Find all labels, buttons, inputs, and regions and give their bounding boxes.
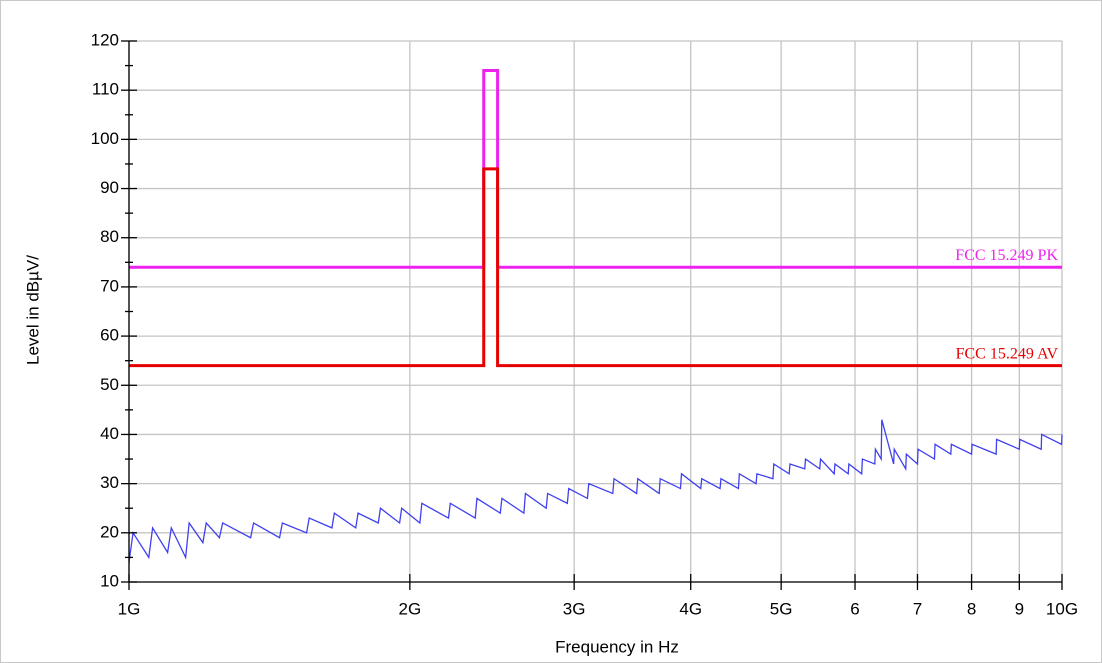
y-tick-label: 10 bbox=[100, 571, 119, 590]
x-tick-label: 5G bbox=[770, 599, 793, 618]
series-line bbox=[128, 419, 1063, 563]
y-tick-label: 70 bbox=[100, 276, 119, 295]
x-tick-label: 6 bbox=[850, 599, 859, 618]
y-tick-label: 30 bbox=[100, 473, 119, 492]
y-tick-label: 100 bbox=[91, 129, 119, 148]
series-label: FCC 15.249 AV bbox=[956, 345, 1059, 362]
series-line bbox=[129, 167, 1062, 368]
y-tick-label: 50 bbox=[100, 375, 119, 394]
x-tick-label: 2G bbox=[399, 599, 422, 618]
y-tick-label: 40 bbox=[100, 424, 119, 443]
axes: 10 20 30 40 50 60 70 80 90 100 110 120 1G 2G 3G 4G 5G 6 7 8… bbox=[91, 30, 1078, 618]
x-tick-label: 8 bbox=[967, 599, 976, 618]
x-tick-label: 7 bbox=[913, 599, 922, 618]
x-tick-label: 3G bbox=[563, 599, 586, 618]
y-tick-label: 20 bbox=[100, 522, 119, 541]
series-label: FCC 15.249 PK bbox=[955, 247, 1058, 264]
y-tick-label: 80 bbox=[100, 227, 119, 246]
y-axis-label: Level in dBµV/ bbox=[23, 255, 42, 365]
y-tick-label: 90 bbox=[100, 178, 119, 197]
plot-area: FCC 15.249 PK FCC 15.249 AV bbox=[128, 69, 1063, 563]
x-tick-label: 9 bbox=[1015, 599, 1024, 618]
x-axis-label: Frequency in Hz bbox=[555, 637, 679, 656]
x-tick-label: 10G bbox=[1046, 599, 1078, 618]
y-tick-label: 110 bbox=[92, 80, 119, 99]
x-tick-label: 1G bbox=[118, 599, 141, 618]
x-tick-label: 4G bbox=[679, 599, 702, 618]
series-line bbox=[129, 69, 1062, 269]
y-tick-label: 120 bbox=[91, 30, 119, 49]
y-tick-label: 60 bbox=[100, 326, 119, 345]
